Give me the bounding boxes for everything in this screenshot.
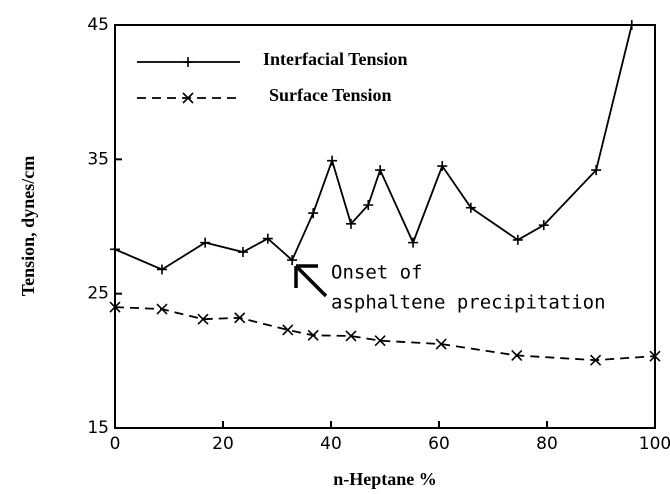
marker <box>511 349 523 362</box>
y-axis-label: Tension, dynes/cm <box>18 156 38 296</box>
series-line <box>115 306 655 362</box>
legend-marker <box>183 57 193 67</box>
marker <box>649 350 661 362</box>
marker <box>591 165 602 176</box>
marker <box>345 330 357 342</box>
marker <box>512 234 523 245</box>
plot-frame <box>114 24 656 429</box>
y-tick-label: 35 <box>87 149 109 169</box>
marker <box>375 165 386 176</box>
y-tick-label: 15 <box>87 418 109 438</box>
marker <box>626 20 637 30</box>
marker <box>363 200 374 211</box>
x-tick-label: 60 <box>428 434 450 454</box>
marker <box>237 247 248 258</box>
marker <box>435 338 447 350</box>
x-axis-label: n-Heptane % <box>333 469 437 489</box>
x-tick-label: 40 <box>320 434 342 454</box>
marker <box>408 237 419 248</box>
x-tick-label: 0 <box>110 434 121 454</box>
marker <box>307 329 319 341</box>
marker <box>156 264 167 275</box>
marker <box>345 218 356 229</box>
marker <box>262 233 273 244</box>
marker <box>200 237 211 248</box>
marker <box>374 335 386 347</box>
y-tick-label: 45 <box>87 15 109 35</box>
marker <box>287 255 298 266</box>
marker <box>109 301 121 313</box>
marker <box>156 303 168 315</box>
marker <box>282 324 294 336</box>
marker <box>465 202 476 213</box>
marker <box>327 155 338 166</box>
x-tick-label: 100 <box>639 434 670 454</box>
marker <box>437 161 448 172</box>
y-tick-label: 25 <box>87 284 109 304</box>
marker <box>308 208 319 219</box>
legend-label: Surface Tension <box>269 85 392 105</box>
legend-label: Interfacial Tension <box>263 49 408 69</box>
annotation: Onset of <box>331 262 423 284</box>
marker <box>110 244 120 255</box>
marker <box>590 354 602 366</box>
legend-marker <box>182 92 194 104</box>
x-tick-label: 20 <box>212 434 234 454</box>
series-line <box>115 24 633 271</box>
marker <box>197 313 209 325</box>
x-tick-label: 80 <box>536 434 558 454</box>
marker <box>538 220 549 231</box>
annotation-arrow <box>294 264 328 298</box>
annotation: asphaltene precipitation <box>331 292 606 314</box>
marker <box>234 312 246 324</box>
